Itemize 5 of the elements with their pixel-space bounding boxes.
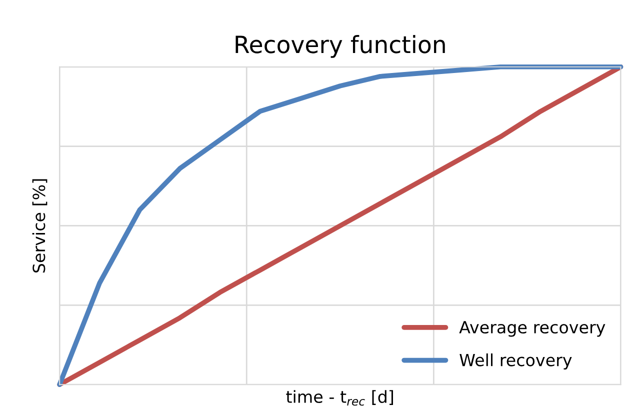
y-axis-title: Service [%]: [32, 179, 48, 272]
legend-label: Well recovery: [460, 353, 572, 370]
legend-label: Average recovery: [459, 321, 606, 337]
x-axis-title: time - t$_{rec}$ [d]: [286, 390, 393, 406]
chart-title: Recovery function: [236, 35, 445, 58]
